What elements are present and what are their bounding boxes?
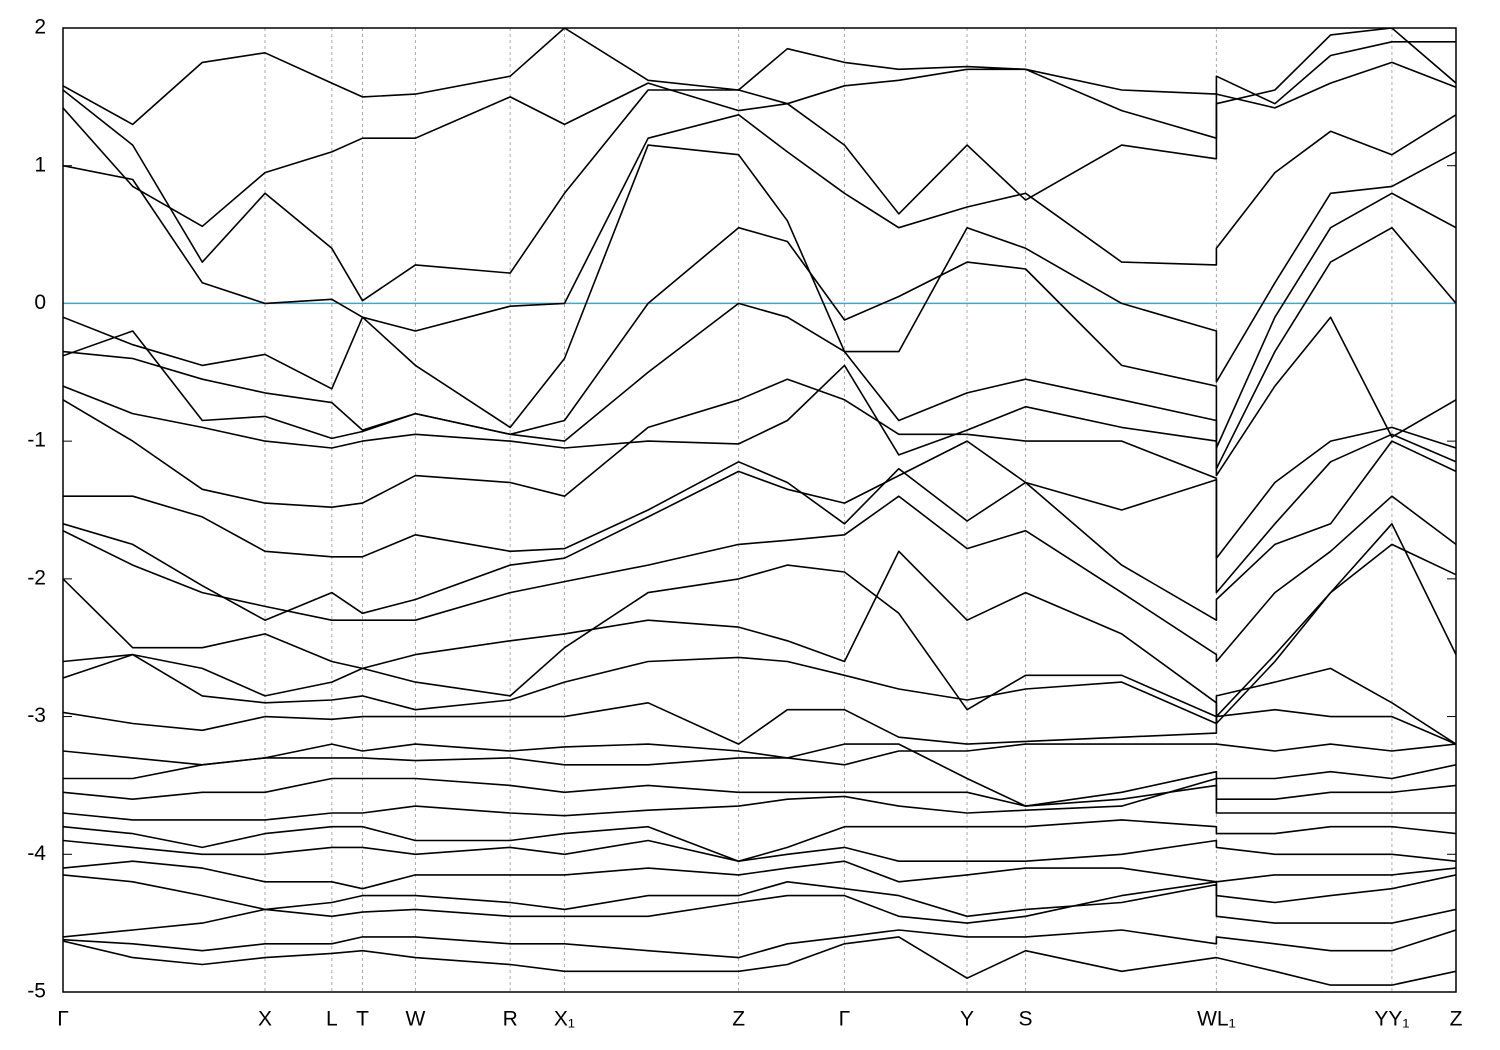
x-tick-label: X₁: [554, 1008, 575, 1031]
band: [63, 874, 1456, 918]
band: [63, 881, 1456, 938]
band: [63, 440, 1456, 621]
x-tick-label: L: [326, 1008, 338, 1031]
band: [63, 839, 1456, 862]
x-tick-label: W: [406, 1008, 426, 1031]
y-tick-label: 2: [34, 16, 46, 39]
band: [63, 192, 1456, 449]
x-tick-label: R: [503, 1008, 518, 1031]
band: [63, 144, 1456, 429]
band: [63, 743, 1456, 766]
x-tick-label: YY₁: [1374, 1008, 1409, 1031]
grid: [62, 27, 1457, 993]
band: [63, 777, 1456, 821]
x-tick-label: WL₁: [1197, 1008, 1236, 1031]
band: [63, 860, 1456, 890]
band: [63, 316, 1456, 477]
band: [63, 28, 1456, 302]
bands: [63, 28, 1456, 986]
y-tick-label: 0: [34, 291, 46, 314]
band: [63, 653, 1456, 745]
band: [63, 543, 1456, 718]
band: [63, 226, 1456, 470]
x-tick-label: Z: [1450, 1008, 1463, 1031]
y-tick-label: -3: [27, 704, 46, 727]
x-tick-label: Γ: [839, 1008, 851, 1031]
band: [63, 495, 1456, 663]
band: [63, 929, 1456, 959]
x-tick-label: T: [356, 1008, 369, 1031]
x-tick-label: Z: [732, 1008, 745, 1031]
band: [63, 702, 1456, 745]
band: [63, 523, 1456, 725]
y-tick-label: -4: [27, 842, 46, 865]
band: [63, 378, 1456, 559]
band: [63, 433, 1456, 594]
y-tick-label: -2: [27, 566, 46, 589]
y-tick-label: 1: [34, 153, 46, 176]
x-tick-label: S: [1019, 1008, 1033, 1031]
x-tick-label: Γ: [57, 1008, 69, 1031]
y-tick-label: -1: [27, 429, 46, 452]
band: [63, 28, 1456, 139]
band: [63, 743, 1456, 807]
plot-frame: [62, 27, 1457, 993]
x-tick-label: X: [258, 1008, 272, 1031]
band: [63, 936, 1456, 986]
labels: 2 1 0 -1 -2 -3 -4 -5 Γ X L T W R X₁ Z Γ Y S WL₁ YY₁ Z: [27, 16, 1462, 1031]
band: [63, 777, 1456, 807]
band: [63, 114, 1456, 332]
band: [63, 819, 1456, 862]
y-tick-label: -5: [27, 980, 46, 1003]
x-tick-label: Y: [960, 1008, 974, 1031]
